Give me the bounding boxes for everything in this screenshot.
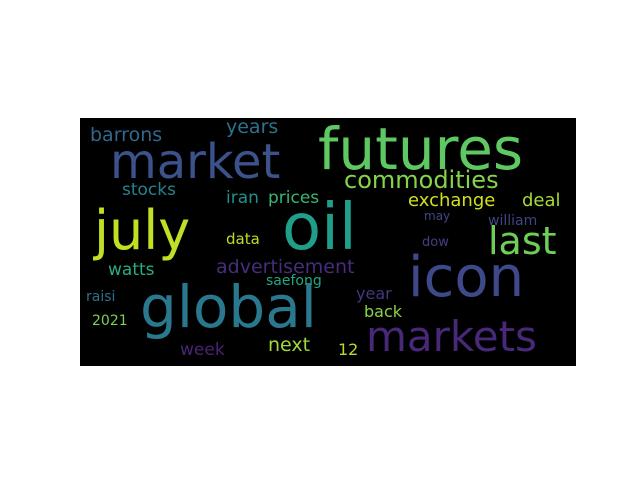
word-raisi: raisi bbox=[86, 289, 116, 305]
word-2021: 2021 bbox=[92, 313, 128, 329]
word-watts: watts bbox=[108, 260, 155, 280]
word-years: years bbox=[226, 118, 279, 138]
word-data: data bbox=[226, 230, 260, 248]
word-futures: futures bbox=[318, 118, 524, 183]
word-dow: dow bbox=[422, 235, 449, 250]
word-icon: icon bbox=[408, 245, 525, 310]
word-year: year bbox=[356, 284, 392, 303]
word-july: july bbox=[94, 199, 191, 262]
word-may: may bbox=[424, 209, 451, 223]
word-william: william bbox=[488, 213, 538, 229]
word-saefong: saefong bbox=[266, 273, 322, 289]
word-exchange: exchange bbox=[408, 190, 496, 211]
word-global: global bbox=[140, 273, 317, 341]
word-markets: markets bbox=[366, 312, 537, 361]
word-prices: prices bbox=[268, 188, 320, 208]
word-advertisement: advertisement bbox=[216, 256, 355, 278]
word-market: market bbox=[110, 134, 281, 190]
word-barrons: barrons bbox=[90, 124, 163, 146]
word-last: last bbox=[488, 219, 557, 263]
word-commodities: commodities bbox=[344, 166, 499, 194]
word-next: next bbox=[268, 334, 311, 356]
word-cloud: futures oil market july global icon mark… bbox=[80, 118, 576, 366]
word-12: 12 bbox=[338, 340, 359, 359]
word-week: week bbox=[180, 340, 225, 360]
word-back: back bbox=[364, 302, 403, 321]
word-deal: deal bbox=[522, 190, 561, 211]
word-stocks: stocks bbox=[122, 180, 176, 200]
word-iran: iran bbox=[226, 188, 259, 208]
word-oil: oil bbox=[282, 191, 357, 265]
